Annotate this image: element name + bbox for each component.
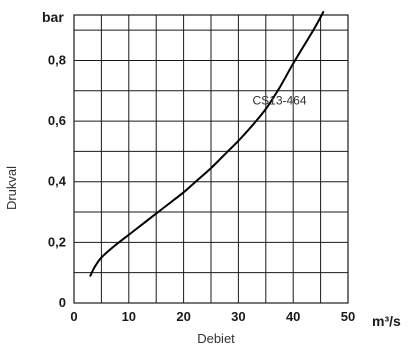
x-unit-label: m³/s <box>372 313 401 329</box>
series-line-cs13-464 <box>89 11 325 277</box>
y-axis-title: Drukval <box>4 166 19 210</box>
y-tick-label: 0,4 <box>48 174 67 189</box>
x-tick-labels: 0 10 20 30 40 50 <box>70 309 355 324</box>
y-tick-label: 0,2 <box>48 234 66 249</box>
y-tick-labels: 0 0,2 0,4 0,6 0,8 <box>48 52 67 310</box>
series-label-cs13-464: CS13-464 <box>252 93 306 107</box>
x-tick-label: 10 <box>122 309 136 324</box>
x-tick-label: 20 <box>176 309 190 324</box>
y-tick-label: 0,8 <box>48 52 66 67</box>
x-axis-title: Debiet <box>197 331 235 346</box>
x-tick-label: 50 <box>341 309 355 324</box>
x-tick-label: 40 <box>286 309 300 324</box>
x-tick-label: 0 <box>70 309 77 324</box>
plot-frame <box>73 14 349 304</box>
grid <box>74 15 348 303</box>
y-tick-label: 0,6 <box>48 113 66 128</box>
y-tick-label: 0 <box>59 295 66 310</box>
y-unit-label: bar <box>42 9 64 25</box>
x-tick-label: 30 <box>231 309 245 324</box>
